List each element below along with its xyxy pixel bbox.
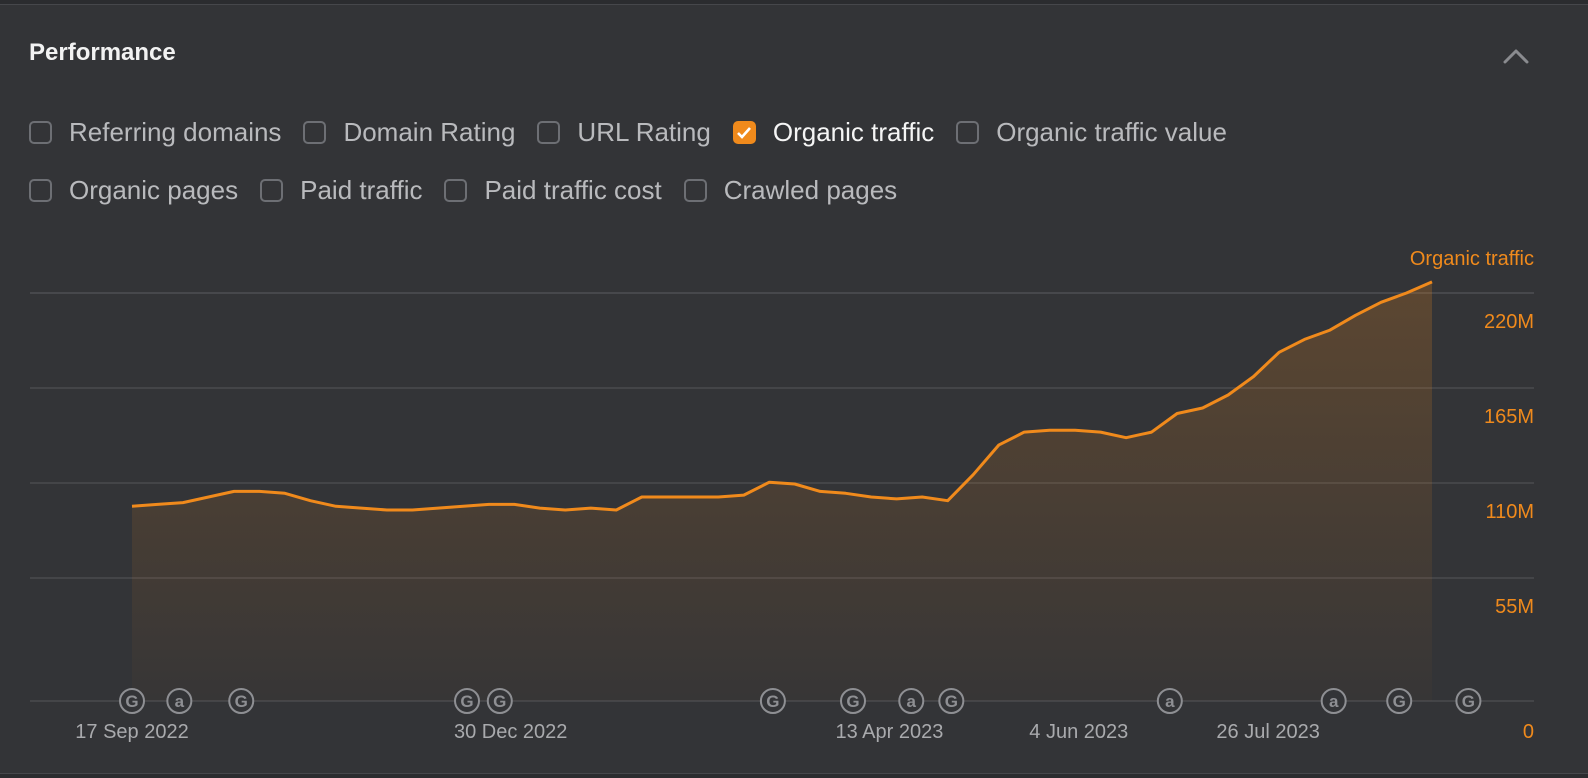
- marker-circle: [228, 688, 255, 714]
- ahrefs-update-marker: a: [166, 688, 193, 714]
- filter-row-2: Organic pages Paid traffic Paid traffic …: [29, 175, 919, 206]
- marker-circle: [1455, 688, 1482, 714]
- google-update-marker: G: [938, 688, 965, 714]
- filter-label: Organic traffic value: [996, 117, 1227, 147]
- filter-label: Organic pages: [69, 175, 239, 205]
- chevron-up-icon[interactable]: [1500, 41, 1532, 73]
- filter-url-rating[interactable]: URL Rating: [537, 117, 711, 148]
- x-tick-label: 26 Jul 2023: [1216, 721, 1319, 743]
- google-update-marker: G: [840, 688, 867, 714]
- checkbox[interactable]: [444, 179, 468, 202]
- marker-symbol: G: [1393, 692, 1406, 711]
- marker-symbol: G: [945, 692, 958, 711]
- area-fill-layer: [132, 281, 1432, 701]
- filter-label: URL Rating: [577, 117, 711, 147]
- marker-circle: [454, 688, 481, 714]
- panel-title: Performance: [29, 39, 176, 66]
- axis-labels: 0 55M 110M 165M 220M Organic traffic 17 Sep 20…: [75, 248, 1534, 743]
- marker-symbol: a: [907, 692, 917, 711]
- checkbox[interactable]: [260, 179, 284, 202]
- filter-label: Organic traffic: [772, 117, 935, 147]
- checkbox[interactable]: [537, 121, 561, 144]
- marker-circle: [759, 688, 786, 714]
- series-line-layer: [131, 280, 1433, 512]
- filter-organic-traffic-value[interactable]: Organic traffic value: [956, 117, 1227, 148]
- google-update-marker: G: [228, 688, 255, 714]
- x-tick-label: 4 Jun 2023: [1029, 721, 1128, 743]
- area-fill: [132, 281, 1432, 701]
- filter-domain-rating[interactable]: Domain Rating: [303, 117, 515, 148]
- filter-paid-traffic[interactable]: Paid traffic: [260, 175, 422, 206]
- marker-circle: [840, 688, 867, 714]
- x-tick-label: 30 Dec 2022: [454, 721, 567, 743]
- google-update-marker: G: [486, 688, 513, 714]
- marker-circle: [1386, 688, 1413, 714]
- google-update-marker: G: [759, 688, 786, 714]
- checkbox[interactable]: [29, 121, 52, 144]
- filter-paid-traffic-cost[interactable]: Paid traffic cost: [444, 175, 662, 206]
- marker-symbol: a: [175, 692, 185, 711]
- marker-circle: [119, 688, 145, 714]
- marker-symbol: G: [846, 692, 859, 711]
- series-line-organic-traffic: [131, 280, 1433, 512]
- filter-label: Crawled pages: [723, 175, 898, 205]
- y-tick-label: 220M: [1484, 311, 1534, 333]
- filter-label: Referring domains: [69, 117, 282, 147]
- marker-symbol: G: [125, 692, 138, 711]
- checkbox[interactable]: [956, 121, 980, 144]
- filter-label: Domain Rating: [343, 117, 516, 147]
- filter-label: Paid traffic: [300, 175, 423, 205]
- performance-panel: Performance Referring domains Domain Rat…: [0, 4, 1588, 774]
- checkbox[interactable]: [29, 179, 52, 202]
- marker-circle: [898, 688, 925, 714]
- marker-circle: [938, 688, 965, 714]
- checkbox[interactable]: [732, 121, 756, 144]
- marker-symbol: a: [1329, 692, 1339, 711]
- filter-organic-traffic[interactable]: Organic traffic: [732, 117, 935, 148]
- marker-circle: [166, 688, 193, 714]
- y-tick-label: 55M: [1495, 596, 1534, 618]
- marker-symbol: a: [1165, 692, 1175, 711]
- google-update-marker: G: [119, 688, 145, 714]
- marker-symbol: G: [766, 692, 779, 711]
- filter-organic-pages[interactable]: Organic pages: [29, 175, 238, 206]
- marker-circle: [1156, 688, 1183, 714]
- marker-symbol: G: [1462, 692, 1475, 711]
- marker-symbol: G: [493, 692, 506, 711]
- google-update-marker: G: [1386, 688, 1413, 714]
- x-tick-label: 13 Apr 2023: [835, 721, 943, 743]
- filter-label: Paid traffic cost: [484, 175, 662, 205]
- ahrefs-update-marker: a: [1156, 688, 1183, 714]
- filter-crawled-pages[interactable]: Crawled pages: [683, 175, 898, 206]
- checkbox[interactable]: [303, 121, 327, 144]
- ahrefs-update-marker: a: [898, 688, 925, 714]
- ahrefs-update-marker: a: [1320, 688, 1347, 714]
- x-tick-label: 17 Sep 2022: [75, 721, 188, 743]
- google-update-marker: G: [1455, 688, 1482, 714]
- marker-symbol: G: [460, 692, 473, 711]
- marker-symbol: G: [235, 692, 248, 711]
- marker-circle: [486, 688, 513, 714]
- filter-row-1: Referring domains Domain Rating URL Rati…: [29, 117, 1249, 148]
- filter-referring-domains[interactable]: Referring domains: [29, 117, 281, 148]
- y-tick-label: 165M: [1484, 406, 1534, 428]
- google-update-marker: G: [454, 688, 481, 714]
- y-tick-label: 0: [1523, 721, 1534, 743]
- y-axis-title: Organic traffic: [1410, 248, 1534, 270]
- checkbox[interactable]: [683, 179, 707, 202]
- marker-circle: [1320, 688, 1347, 714]
- y-tick-label: 110M: [1485, 501, 1534, 523]
